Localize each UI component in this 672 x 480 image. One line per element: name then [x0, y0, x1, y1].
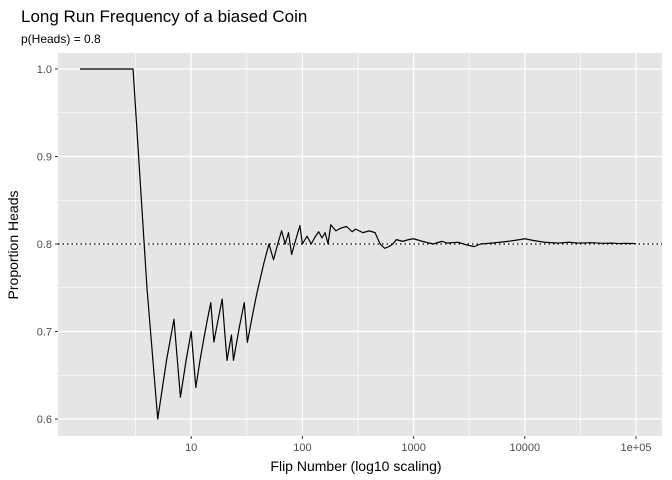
proportion-heads-line [80, 68, 637, 420]
major-gridlines [58, 53, 662, 436]
y-axis: 0.6 0.7 0.8 0.9 1.0 [37, 64, 58, 426]
x-tick-label: 1000 [401, 442, 425, 454]
x-axis-title: Flip Number (log10 scaling) [270, 458, 441, 474]
x-axis: 10 100 1000 10000 1e+05 [185, 436, 651, 454]
x-tick-label: 10 [185, 442, 197, 454]
x-tick-label: 1e+05 [621, 442, 652, 454]
x-tick-label: 10000 [510, 442, 541, 454]
x-tick-label: 100 [293, 442, 311, 454]
y-tick-label: 0.6 [37, 414, 52, 426]
y-tick-label: 0.8 [37, 239, 52, 251]
y-tick-label: 0.7 [37, 327, 52, 339]
minor-gridlines [58, 53, 662, 436]
chart-subtitle: p(Heads) = 0.8 [21, 32, 101, 46]
chart-title: Long Run Frequency of a biased Coin [21, 7, 307, 26]
y-axis-title: Proportion Heads [5, 191, 21, 300]
y-tick-label: 0.9 [37, 152, 52, 164]
y-tick-label: 1.0 [37, 64, 52, 76]
